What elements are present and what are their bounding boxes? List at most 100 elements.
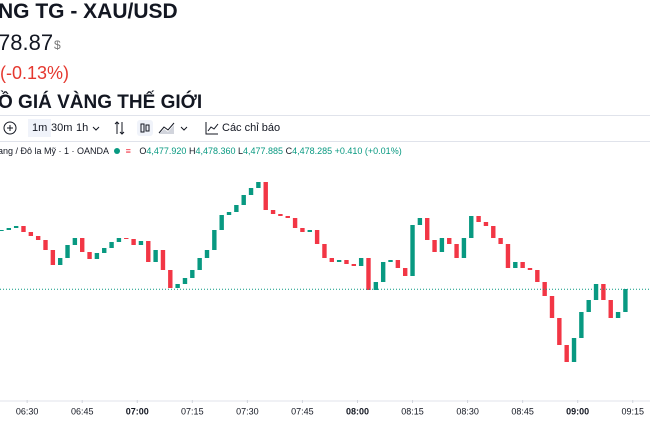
- candle: [0, 230, 4, 231]
- candle: [65, 245, 70, 258]
- candle: [388, 260, 393, 262]
- interval-button[interactable]: 1h: [76, 122, 89, 134]
- add-icon[interactable]: [2, 119, 22, 139]
- candle: [557, 318, 562, 345]
- candle: [182, 278, 188, 284]
- candle: [270, 210, 276, 214]
- close-label: C: [285, 146, 293, 156]
- candle: [461, 238, 467, 258]
- open-value: 4,477.920: [146, 146, 187, 156]
- candle: [373, 282, 379, 290]
- candle: [417, 218, 423, 225]
- toolbar: 1m 30m 1h Các chỉ báo: [0, 115, 650, 142]
- eye-icon[interactable]: ≡: [125, 146, 131, 156]
- candle: [219, 215, 224, 230]
- candle: [579, 312, 584, 338]
- close-value: 4,478.285: [292, 146, 333, 156]
- x-tick-label: 08:30: [456, 406, 479, 416]
- candle: [234, 205, 239, 212]
- candle: [50, 250, 56, 265]
- x-tick-label: 08:15: [401, 406, 424, 416]
- x-tick-label: 07:15: [181, 406, 204, 416]
- candle: [13, 226, 19, 228]
- interval-button[interactable]: 1m: [28, 119, 52, 137]
- x-tick-label: 08:00: [346, 406, 369, 416]
- candle: [447, 238, 452, 244]
- change: (-0.13%): [0, 63, 70, 83]
- dropdown-icon[interactable]: [180, 124, 190, 134]
- candle: [72, 238, 78, 245]
- candle: [322, 244, 327, 258]
- low-label: L: [238, 146, 244, 156]
- candle: [35, 236, 41, 240]
- candle: [476, 216, 481, 222]
- candle: [241, 195, 246, 205]
- candle: [190, 270, 195, 278]
- candle: [586, 300, 591, 312]
- candle: [469, 216, 474, 238]
- indicators-button[interactable]: Các chỉ báo: [222, 122, 281, 134]
- high-label: H: [188, 146, 196, 156]
- candle: [131, 239, 136, 245]
- x-tick-label: 06:30: [16, 406, 39, 416]
- low-value: 4,477.885: [243, 146, 284, 156]
- candle: [351, 264, 357, 266]
- section-title: Ồ GIÁ VÀNG THẾ GIỚI: [0, 92, 203, 113]
- candle: [94, 253, 100, 259]
- candle: [432, 240, 437, 252]
- status-dot: [114, 148, 121, 154]
- candle: [439, 238, 445, 252]
- candle: [454, 244, 459, 258]
- candle: [278, 214, 283, 216]
- candle: [366, 258, 371, 290]
- candle: [329, 258, 334, 262]
- candle: [197, 258, 202, 270]
- candle: [564, 345, 569, 362]
- price: 78.87: [0, 30, 54, 55]
- change-value: +0.410 (+0.01%): [334, 146, 402, 156]
- candle: [513, 262, 518, 268]
- candle: [43, 240, 48, 250]
- title: NG TG - XAU/USD: [0, 0, 178, 23]
- compare-icon[interactable]: [113, 120, 127, 136]
- candle: [87, 252, 92, 259]
- x-tick-label: 09:00: [566, 406, 589, 416]
- candle: [256, 182, 261, 188]
- x-tick-label: 07:45: [291, 406, 314, 416]
- candle: [102, 248, 107, 253]
- candle: [28, 232, 34, 236]
- candle: [520, 262, 525, 268]
- candle: [80, 238, 85, 252]
- x-tick-label: 09:15: [621, 406, 644, 416]
- candle: [402, 268, 408, 276]
- candle: [160, 250, 166, 270]
- legend: ang / Đô la Mỹ · 1 · OANDA ≡ O4,477.920 …: [0, 146, 402, 156]
- candle: [380, 262, 386, 282]
- x-tick-label: 07:30: [236, 406, 259, 416]
- interval-button[interactable]: 30m: [51, 122, 73, 134]
- indicators-icon[interactable]: [204, 120, 220, 136]
- candle: [21, 226, 26, 232]
- candle: [175, 284, 180, 288]
- dropdown-icon[interactable]: [92, 124, 102, 134]
- candle: [109, 242, 114, 248]
- candle: [571, 338, 577, 362]
- candle: [491, 226, 496, 238]
- high-value: 4,478.360: [195, 146, 236, 156]
- candle: [314, 230, 320, 244]
- candle: [263, 182, 268, 210]
- candles-icon[interactable]: [136, 119, 154, 137]
- area-icon[interactable]: [158, 120, 178, 136]
- candle: [608, 300, 613, 318]
- currency: $: [54, 38, 61, 52]
- candle: [549, 296, 555, 318]
- candle: [623, 289, 628, 312]
- candle: [601, 284, 606, 300]
- candle: [527, 268, 533, 270]
- candle: [124, 238, 129, 239]
- candle: [168, 270, 173, 288]
- candle: [204, 250, 210, 258]
- candle: [138, 241, 144, 245]
- candle: [425, 218, 430, 240]
- open-label: O: [139, 146, 147, 156]
